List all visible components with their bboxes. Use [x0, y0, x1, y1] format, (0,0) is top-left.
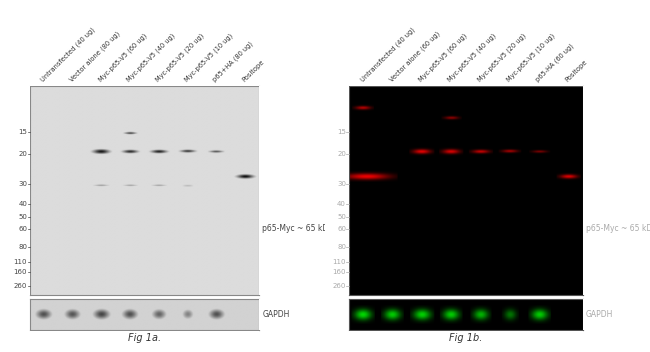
Text: 260: 260: [333, 283, 346, 289]
Text: Untransfected (40 ug): Untransfected (40 ug): [359, 26, 416, 83]
Text: 40: 40: [18, 201, 27, 207]
Text: 160: 160: [14, 269, 27, 275]
Text: 50: 50: [18, 214, 27, 220]
Text: p65-Myc ~ 65 kDa: p65-Myc ~ 65 kDa: [586, 224, 650, 233]
Text: Vector alone (80 ug): Vector alone (80 ug): [68, 30, 121, 83]
Text: 15: 15: [337, 129, 346, 135]
Text: 50: 50: [337, 214, 346, 220]
Text: 20: 20: [337, 151, 346, 157]
Text: 60: 60: [337, 226, 346, 232]
Text: Myc-p65-V5 (20 ug): Myc-p65-V5 (20 ug): [154, 32, 205, 83]
Text: 80: 80: [18, 244, 27, 250]
Text: GAPDH: GAPDH: [586, 310, 614, 319]
Text: 60: 60: [18, 226, 27, 232]
Text: Myc-p65-V5 (60 ug): Myc-p65-V5 (60 ug): [417, 32, 468, 83]
Text: Fig 1b.: Fig 1b.: [449, 333, 482, 343]
Text: p65+HA (80 ug): p65+HA (80 ug): [212, 40, 254, 83]
Text: 15: 15: [18, 129, 27, 135]
Text: 110: 110: [14, 259, 27, 265]
Text: 260: 260: [14, 283, 27, 289]
Text: Myc-p65-V5 (40 ug): Myc-p65-V5 (40 ug): [125, 32, 176, 83]
Text: GAPDH: GAPDH: [262, 310, 289, 319]
Text: Vector alone (60 ug): Vector alone (60 ug): [388, 30, 441, 83]
Text: 20: 20: [18, 151, 27, 157]
Text: 30: 30: [18, 181, 27, 187]
Text: Myc-p65-V5 (20 ug): Myc-p65-V5 (20 ug): [476, 32, 526, 83]
Text: 80: 80: [337, 244, 346, 250]
Text: Myc-p65-V5 (60 ug): Myc-p65-V5 (60 ug): [97, 32, 148, 83]
Text: Myc-p65-V5 (10 ug): Myc-p65-V5 (10 ug): [505, 32, 556, 83]
Text: Myc-p65-V5 (10 ug): Myc-p65-V5 (10 ug): [183, 32, 234, 83]
Text: 40: 40: [337, 201, 346, 207]
Text: p65-HA (60 ug): p65-HA (60 ug): [534, 43, 575, 83]
Text: 30: 30: [337, 181, 346, 187]
Text: 110: 110: [333, 259, 346, 265]
Text: p65-Myc ~ 65 kDa: p65-Myc ~ 65 kDa: [262, 224, 333, 233]
Text: Myc-p65-V5 (40 ug): Myc-p65-V5 (40 ug): [447, 32, 497, 83]
Text: Fig 1a.: Fig 1a.: [128, 333, 161, 343]
Text: 160: 160: [333, 269, 346, 275]
Text: Positope: Positope: [564, 59, 588, 83]
Text: Positope: Positope: [240, 59, 265, 83]
Text: Untransfected (40 ug): Untransfected (40 ug): [40, 26, 96, 83]
